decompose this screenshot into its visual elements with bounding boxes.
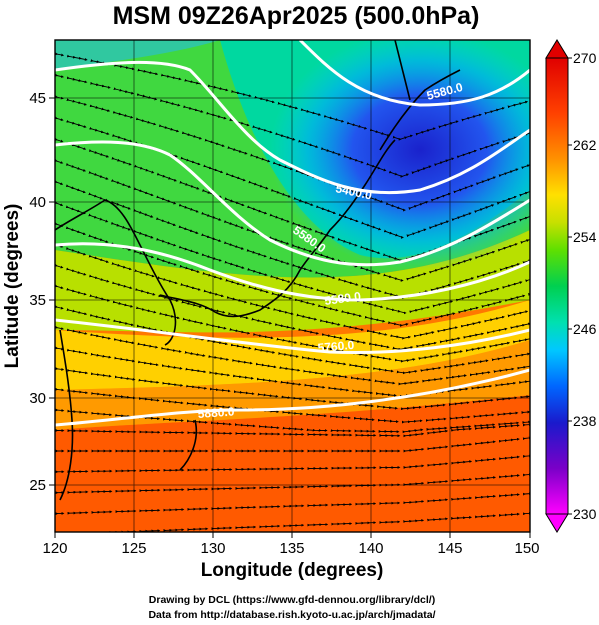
- colorbar-tick-label: 238: [573, 413, 597, 429]
- lat-tick-label: 25: [29, 477, 46, 494]
- coastline-japan: [159, 139, 396, 318]
- lat-tick-label: 30: [29, 390, 46, 407]
- contour-5760: [55, 318, 530, 355]
- lon-tick-labels: 120 125 130 135 140 145 150: [42, 540, 539, 557]
- colorbar: 270 262 254 246 238 230: [545, 39, 597, 533]
- lon-tick-label: 150: [514, 540, 539, 557]
- height-contours: [55, 40, 530, 427]
- coastline-korea-china: [55, 199, 177, 346]
- streamline: [55, 422, 530, 438]
- streamline: [55, 51, 530, 141]
- credit-data: Data from http://database.rish.kyoto-u.a…: [148, 609, 435, 621]
- coastline-ryukyu: [179, 419, 198, 471]
- colorbar-bottom-arrow: [545, 513, 569, 533]
- colorbar-tick-label: 262: [573, 137, 597, 153]
- streamline: [55, 472, 530, 495]
- colorbar-top-arrow: [545, 39, 569, 59]
- lat-tick-label: 40: [29, 194, 46, 211]
- contour-5580-south: [55, 242, 530, 302]
- contour-5880: [55, 368, 530, 427]
- lat-tick-label: 45: [29, 90, 46, 107]
- coastline-hokkaido: [379, 69, 461, 151]
- contour-5580-north: [298, 40, 530, 107]
- colorbar-tick-label: 254: [573, 229, 597, 245]
- map-panel: 5580.0 5400.0 5580.0 5580.0 5760.0 5880.…: [55, 40, 530, 532]
- coastlines: [55, 40, 461, 501]
- lon-tick-label: 140: [358, 540, 383, 557]
- colorbar-tick-label: 246: [573, 321, 597, 337]
- streamline: [55, 491, 530, 516]
- lon-tick-label: 125: [121, 540, 146, 557]
- lon-tick-label: 135: [279, 540, 304, 557]
- credit-drawing: Drawing by DCL (https://www.gfd-dennou.o…: [149, 594, 435, 606]
- colorbar-gradient: [545, 57, 569, 515]
- x-axis-label: Longitude (degrees): [201, 560, 384, 581]
- contour-label-5: 5760.0: [317, 338, 355, 355]
- contour-label-4: 5580.0: [323, 289, 362, 308]
- y-axis-label: Latitude (degrees): [2, 204, 23, 369]
- streamline: [55, 435, 530, 453]
- lon-tick-label: 145: [437, 540, 462, 557]
- coastline-china-east: [59, 329, 74, 501]
- axis-ticks: [49, 97, 531, 538]
- lat-tick-label: 35: [29, 292, 46, 309]
- contour-5580: [55, 140, 530, 267]
- coastline-sakhalin: [394, 40, 411, 101]
- lon-tick-label: 120: [42, 540, 67, 557]
- colorbar-tick-label: 270: [573, 50, 597, 66]
- lat-tick-labels: 25 30 35 40 45: [29, 90, 46, 494]
- chart-title: MSM 09Z26Apr2025 (500.0hPa): [113, 2, 480, 30]
- colorbar-tick-label: 230: [573, 506, 597, 522]
- streamline: [55, 453, 530, 474]
- lon-tick-label: 130: [200, 540, 225, 557]
- contour-label-6: 5880.0: [197, 404, 235, 421]
- contour-5400: [55, 60, 530, 195]
